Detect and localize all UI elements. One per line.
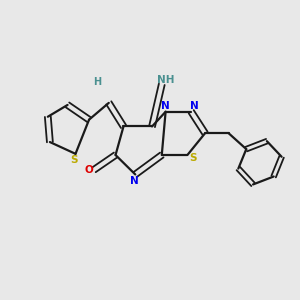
Text: N: N	[160, 101, 169, 111]
Text: NH: NH	[157, 75, 174, 85]
Text: N: N	[130, 176, 139, 186]
Text: O: O	[84, 165, 93, 175]
Text: N: N	[190, 101, 199, 111]
Text: S: S	[190, 153, 197, 163]
Text: S: S	[70, 155, 78, 165]
Text: H: H	[94, 77, 102, 87]
